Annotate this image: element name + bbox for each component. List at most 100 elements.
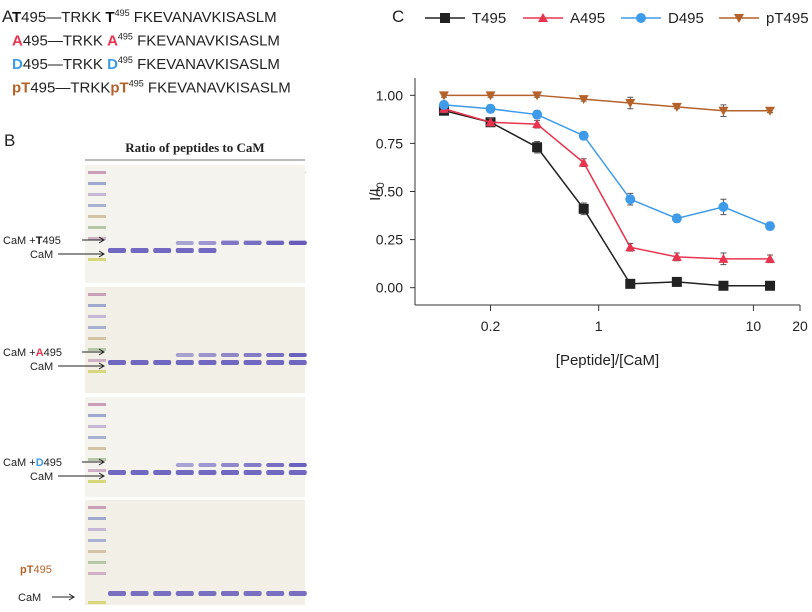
site-number: 495 (115, 8, 130, 18)
band (198, 470, 217, 475)
band (243, 241, 262, 245)
arrow (82, 236, 105, 244)
series-line (443, 109, 771, 287)
y-label-main: I/I (367, 188, 384, 201)
linker: —TRKK (46, 9, 105, 26)
band (266, 360, 285, 365)
free-label: CaM (30, 471, 53, 483)
marker (625, 242, 636, 252)
marker (485, 91, 496, 101)
gel-title: Ratio of peptides to CaM (125, 140, 264, 155)
arrow (58, 250, 105, 258)
marker (718, 253, 729, 263)
marker (438, 99, 449, 110)
complex-prefix: CaM + (3, 235, 36, 247)
site: pT (110, 80, 128, 97)
band (243, 353, 262, 357)
residue: D (36, 457, 44, 469)
ladder-band (88, 436, 106, 439)
ladder-band (88, 348, 106, 351)
marker (671, 213, 682, 224)
panel-label: A (2, 7, 14, 26)
gel (85, 397, 305, 497)
band (288, 463, 307, 467)
tail: FKEVANAVKISASLM (130, 9, 277, 26)
series-line (443, 94, 771, 112)
residue: A (36, 347, 44, 359)
band (288, 353, 307, 357)
arrow (58, 472, 105, 480)
series-line (443, 108, 771, 260)
marker (636, 13, 646, 23)
linker: —TRKK (48, 56, 107, 73)
gel (85, 500, 305, 605)
site-number: 495 (118, 32, 133, 42)
site-number: 495 (129, 79, 144, 89)
tail: FKEVANAVKISASLM (133, 56, 280, 73)
ladder-band (88, 258, 106, 261)
ladder-band (88, 528, 106, 531)
x-tick-label: 20 (792, 318, 808, 334)
band (130, 248, 149, 253)
band (243, 463, 262, 467)
band (243, 360, 262, 365)
ladder-band (88, 469, 106, 472)
band (108, 470, 126, 475)
gel-label: CaM +T495 (3, 235, 61, 247)
band (288, 241, 307, 245)
arrow (52, 593, 75, 601)
site: T (105, 9, 114, 26)
ladder-band (88, 204, 106, 207)
band (288, 360, 307, 365)
arrow (58, 362, 105, 370)
band (198, 241, 217, 245)
series-line (443, 104, 771, 227)
band (221, 591, 239, 596)
x-tick-label: 1 (595, 318, 603, 334)
site-number: 495 (118, 55, 133, 65)
band (130, 591, 149, 596)
band (153, 360, 172, 365)
marker (578, 130, 589, 141)
marker (538, 13, 548, 22)
band (266, 470, 285, 475)
ladder-band (88, 601, 106, 604)
ladder-band (88, 550, 106, 553)
band (288, 470, 307, 475)
marker (485, 117, 496, 127)
complex-prefix: CaM + (3, 347, 36, 359)
ladder-band (88, 506, 106, 509)
ladder-band (88, 561, 106, 564)
residue: T (36, 235, 43, 247)
free-label: CaM (30, 249, 53, 261)
gel (85, 165, 305, 283)
band (198, 353, 217, 357)
band (153, 248, 172, 253)
ladder-band (88, 359, 106, 362)
band (175, 248, 194, 253)
ladder-band (88, 403, 106, 406)
sequence: A495—TRKK A495 FKEVANAVKISASLM (12, 32, 280, 50)
arrow (82, 348, 105, 356)
residue-number: 495 (30, 80, 55, 97)
x-tick-label: 0.2 (481, 318, 501, 334)
gel-label: pT495 (20, 564, 52, 576)
band (243, 470, 262, 475)
ladder-band (88, 480, 106, 483)
marker (532, 119, 543, 129)
y-axis-label: I/I0 (367, 182, 387, 201)
sequence: T495—TRKK T495 FKEVANAVKISASLM (12, 8, 277, 26)
band (108, 248, 126, 253)
sequence: pT495—TRKKpT495 FKEVANAVKISASLM (12, 79, 291, 97)
marker (532, 109, 543, 120)
y-label-sub: 0 (375, 182, 387, 188)
free-label: CaM (30, 361, 53, 373)
residue: T (12, 9, 21, 26)
complex-prefix: CaM + (3, 457, 36, 469)
band (175, 591, 194, 596)
ladder-band (88, 215, 106, 218)
y-tick-label: 0.75 (376, 135, 403, 151)
marker (718, 280, 729, 291)
ladder-band (88, 572, 106, 575)
marker (532, 91, 543, 101)
